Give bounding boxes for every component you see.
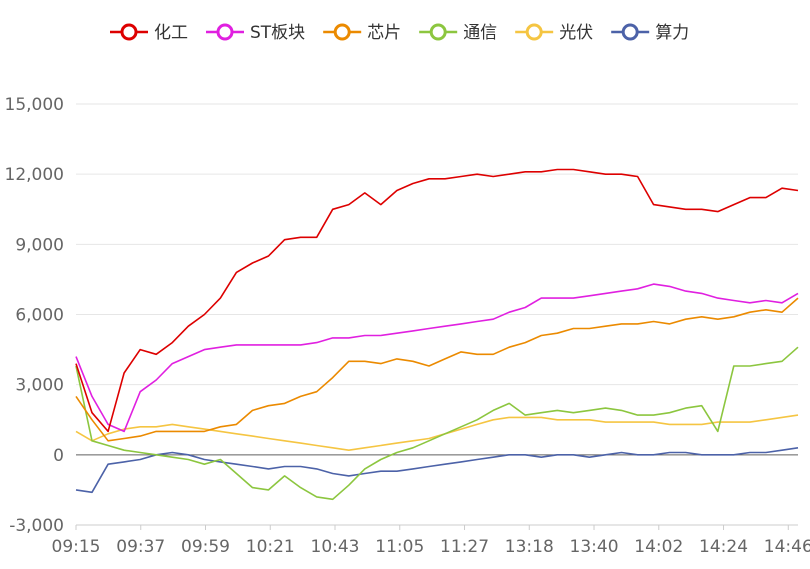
legend[interactable]: 化工 ST板块 芯片 通信 光伏 算力 [110, 23, 689, 43]
x-tick-label: 09:15 [52, 537, 101, 557]
series-line [76, 415, 798, 450]
series-line [76, 170, 798, 432]
y-tick-label: 0 [53, 446, 64, 466]
legend-label: 通信 [463, 23, 497, 43]
x-tick-label: 14:02 [634, 537, 683, 557]
legend-circle-icon [527, 25, 541, 39]
y-tick-label: 9,000 [15, 235, 64, 255]
x-tick-label: 10:21 [246, 537, 295, 557]
y-tick-label: 12,000 [5, 165, 64, 185]
series-line [76, 284, 798, 431]
x-tick-label: 14:24 [699, 537, 748, 557]
x-tick-label: 09:37 [116, 537, 165, 557]
series-line [76, 298, 798, 441]
y-tick-label: 6,000 [15, 306, 64, 326]
legend-circle-icon [335, 25, 349, 39]
legend-circle-icon [122, 25, 136, 39]
x-axis: 09:15 09:37 09:59 10:21 10:43 11:05 11:27 13:18… [52, 525, 810, 557]
x-tick-label: 11:05 [375, 537, 424, 557]
legend-circle-icon [431, 25, 445, 39]
y-tick-label: 3,000 [15, 376, 64, 396]
legend-circle-icon [218, 25, 232, 39]
x-tick-label: 09:59 [181, 537, 230, 557]
x-tick-label: 11:27 [440, 537, 489, 557]
x-tick-label: 13:18 [505, 537, 554, 557]
legend-label: 芯片 [367, 23, 401, 43]
x-tick-label: 13:40 [570, 537, 619, 557]
legend-label: ST板块 [250, 23, 305, 43]
legend-label: 化工 [154, 23, 188, 43]
legend-label: 算力 [655, 23, 689, 43]
legend-item[interactable]: 算力 [611, 23, 689, 43]
legend-item[interactable]: ST板块 [206, 23, 305, 43]
legend-circle-icon [623, 25, 637, 39]
legend-item[interactable]: 光伏 [515, 23, 593, 43]
legend-item[interactable]: 通信 [419, 23, 497, 43]
x-tick-label: 14:46 [764, 537, 810, 557]
y-axis: -3,000 0 3,000 6,000 9,000 12,000 15,000 [5, 95, 64, 536]
x-tick-label: 10:43 [311, 537, 360, 557]
legend-item[interactable]: 化工 [110, 23, 188, 43]
legend-label: 光伏 [559, 23, 593, 43]
y-tick-label: 15,000 [5, 95, 64, 115]
legend-item[interactable]: 芯片 [323, 23, 401, 43]
y-tick-label: -3,000 [9, 516, 64, 536]
series-lines [76, 170, 798, 500]
series-line [76, 347, 798, 499]
grid-lines [76, 104, 798, 525]
